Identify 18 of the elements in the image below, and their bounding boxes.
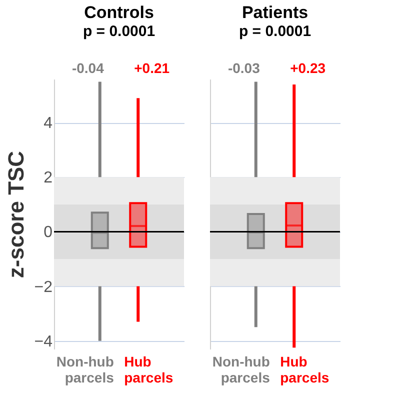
y-tick-label: 4	[44, 115, 53, 132]
y-axis-title: z-score TSC	[3, 150, 28, 278]
y-tick-label: 0	[44, 224, 53, 242]
chart-subtitle: p = 0.0001	[238, 23, 312, 40]
x-tick-label: Hub parcels	[124, 354, 174, 386]
text: -0.03	[228, 60, 260, 76]
x-tick-label: Non-hub parcels	[212, 354, 270, 386]
y-tick-label: −2	[34, 278, 53, 296]
text: +0.23	[290, 60, 326, 76]
chart-title: Patients	[242, 3, 308, 22]
text: -0.04	[72, 60, 104, 76]
chart-subtitle: p = 0.0001	[82, 23, 156, 40]
y-tick-label: −4	[34, 333, 53, 350]
text: +0.21	[134, 60, 170, 76]
x-tick-label: Hub parcels	[280, 354, 330, 386]
y-tick-label: 2	[44, 170, 53, 187]
chart-title: Controls	[84, 3, 154, 22]
x-tick-label: Non-hub parcels	[56, 354, 114, 386]
